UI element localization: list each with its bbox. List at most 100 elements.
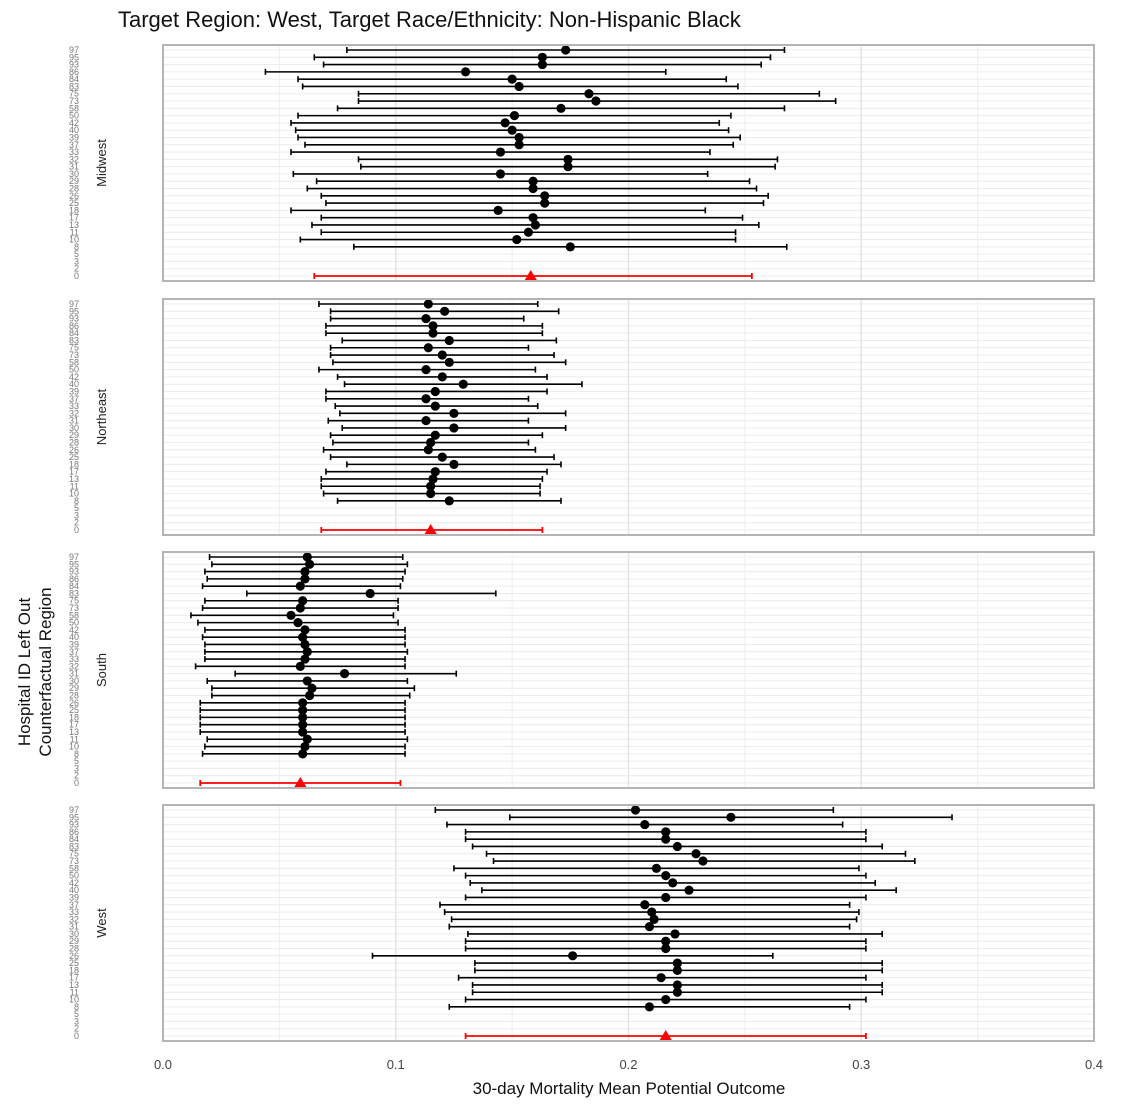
row-tick-label: 86 <box>69 574 79 584</box>
row-tick-label: 18 <box>69 205 79 215</box>
estimate-row-28 <box>464 943 867 954</box>
estimate-row-83 <box>245 588 497 599</box>
row-tick-label: 30 <box>69 929 79 939</box>
estimate-row-84 <box>325 328 544 338</box>
estimate-row-11 <box>320 481 541 491</box>
point-estimate <box>649 914 659 924</box>
row-tick-label: 11 <box>70 481 79 491</box>
point-estimate <box>568 951 578 961</box>
point-estimate <box>507 125 517 135</box>
point-estimate <box>495 169 506 179</box>
point-estimate <box>444 496 454 506</box>
point-estimate <box>426 437 436 448</box>
row-tick-label: 11 <box>70 227 79 237</box>
x-axis: 0.0 0.1 0.2 0.3 0.4 <box>154 1057 1103 1072</box>
row-tick-label: 28 <box>69 944 79 954</box>
point-estimate <box>437 452 447 462</box>
point-estimate <box>295 661 305 671</box>
estimate-row-97 <box>434 805 835 815</box>
estimate-row-32 <box>194 661 406 671</box>
row-tick-label: 32 <box>69 914 79 924</box>
row-tick-label: 84 <box>69 834 79 844</box>
point-estimate <box>298 712 308 722</box>
panel-border <box>162 804 1095 1042</box>
estimate-row-75 <box>357 89 821 99</box>
row-tick-label: 33 <box>69 401 79 411</box>
estimate-row-18 <box>346 459 562 469</box>
row-tick-label: 29 <box>69 936 79 946</box>
facet-midwest: 9795938684837573585042403937333231302928… <box>69 44 1095 282</box>
estimate-row-73 <box>329 350 555 360</box>
row-tick-label: 58 <box>69 103 79 113</box>
estimate-row-37 <box>439 900 851 910</box>
row-tick-label: 5 <box>74 249 79 259</box>
panel-border <box>162 551 1095 789</box>
estimate-row-8 <box>201 749 406 759</box>
row-tick-label: 37 <box>69 140 79 150</box>
point-estimate <box>661 827 671 837</box>
estimate-row-26 <box>322 445 537 455</box>
row-tick-label: 3 <box>74 763 79 773</box>
estimate-row-58 <box>332 357 567 367</box>
row-tick-label: 32 <box>69 154 79 164</box>
row-tick-label: 37 <box>69 647 79 657</box>
row-tick-label: 83 <box>69 335 79 345</box>
estimate-row-17 <box>325 467 548 477</box>
point-estimate <box>440 306 450 316</box>
row-tick-label: 30 <box>69 169 79 179</box>
row-tick-label: 37 <box>69 900 79 910</box>
row-tick-label: 2 <box>74 264 79 274</box>
row-tick-label: 13 <box>69 474 79 484</box>
point-estimate <box>300 654 310 664</box>
estimate-row-95 <box>313 52 772 62</box>
estimate-row-30 <box>206 676 409 686</box>
row-tick-label: 3 <box>74 256 79 266</box>
estimate-row-58 <box>190 610 395 620</box>
point-estimate <box>640 819 650 830</box>
point-estimate <box>423 445 433 455</box>
row-tick-label: 29 <box>69 683 79 693</box>
point-estimate <box>537 52 547 62</box>
estimate-row-50 <box>197 618 399 628</box>
row-tick-label: 50 <box>69 365 79 375</box>
estimate-row-25 <box>325 198 765 208</box>
row-tick-label: 31 <box>69 922 79 932</box>
panel-border <box>162 44 1095 282</box>
point-estimate <box>421 365 431 375</box>
point-estimate <box>444 357 454 367</box>
estimate-row-28 <box>306 183 758 194</box>
point-estimate <box>640 900 650 910</box>
point-estimate <box>365 588 375 599</box>
point-estimate <box>514 81 524 92</box>
point-estimate <box>423 343 433 353</box>
estimate-row-84 <box>201 581 402 591</box>
estimate-row-83 <box>341 335 558 346</box>
y-axis-title-line-2: Counterfactual Region <box>36 587 55 756</box>
x-tick-label: 0.2 <box>619 1057 637 1072</box>
estimate-row-17 <box>320 213 744 223</box>
row-tick-label: 33 <box>69 147 79 157</box>
estimate-row-32 <box>450 914 858 924</box>
row-tick-label: 0 <box>74 1031 79 1041</box>
facet-label-south: South <box>94 653 109 687</box>
point-estimate <box>647 907 657 917</box>
estimate-row-29 <box>315 176 751 186</box>
row-tick-label: 97 <box>69 552 79 562</box>
estimate-row-95 <box>329 306 560 316</box>
estimate-row-26 <box>371 951 774 961</box>
estimate-row-58 <box>453 863 860 873</box>
row-tick-label: 11 <box>70 987 79 997</box>
row-tick-label: 2 <box>74 1024 79 1034</box>
point-estimate <box>540 198 550 208</box>
estimate-row-10 <box>299 234 737 245</box>
overall-estimate <box>199 777 402 787</box>
point-estimate <box>426 488 436 499</box>
row-tick-label: 75 <box>69 89 79 99</box>
overall-point-triangle <box>524 270 537 280</box>
panel-border <box>162 298 1095 536</box>
point-estimate <box>651 863 662 873</box>
row-tick-label: 50 <box>69 871 79 881</box>
row-tick-label: 83 <box>69 81 79 91</box>
point-estimate <box>286 610 296 620</box>
estimate-row-17 <box>199 720 406 730</box>
